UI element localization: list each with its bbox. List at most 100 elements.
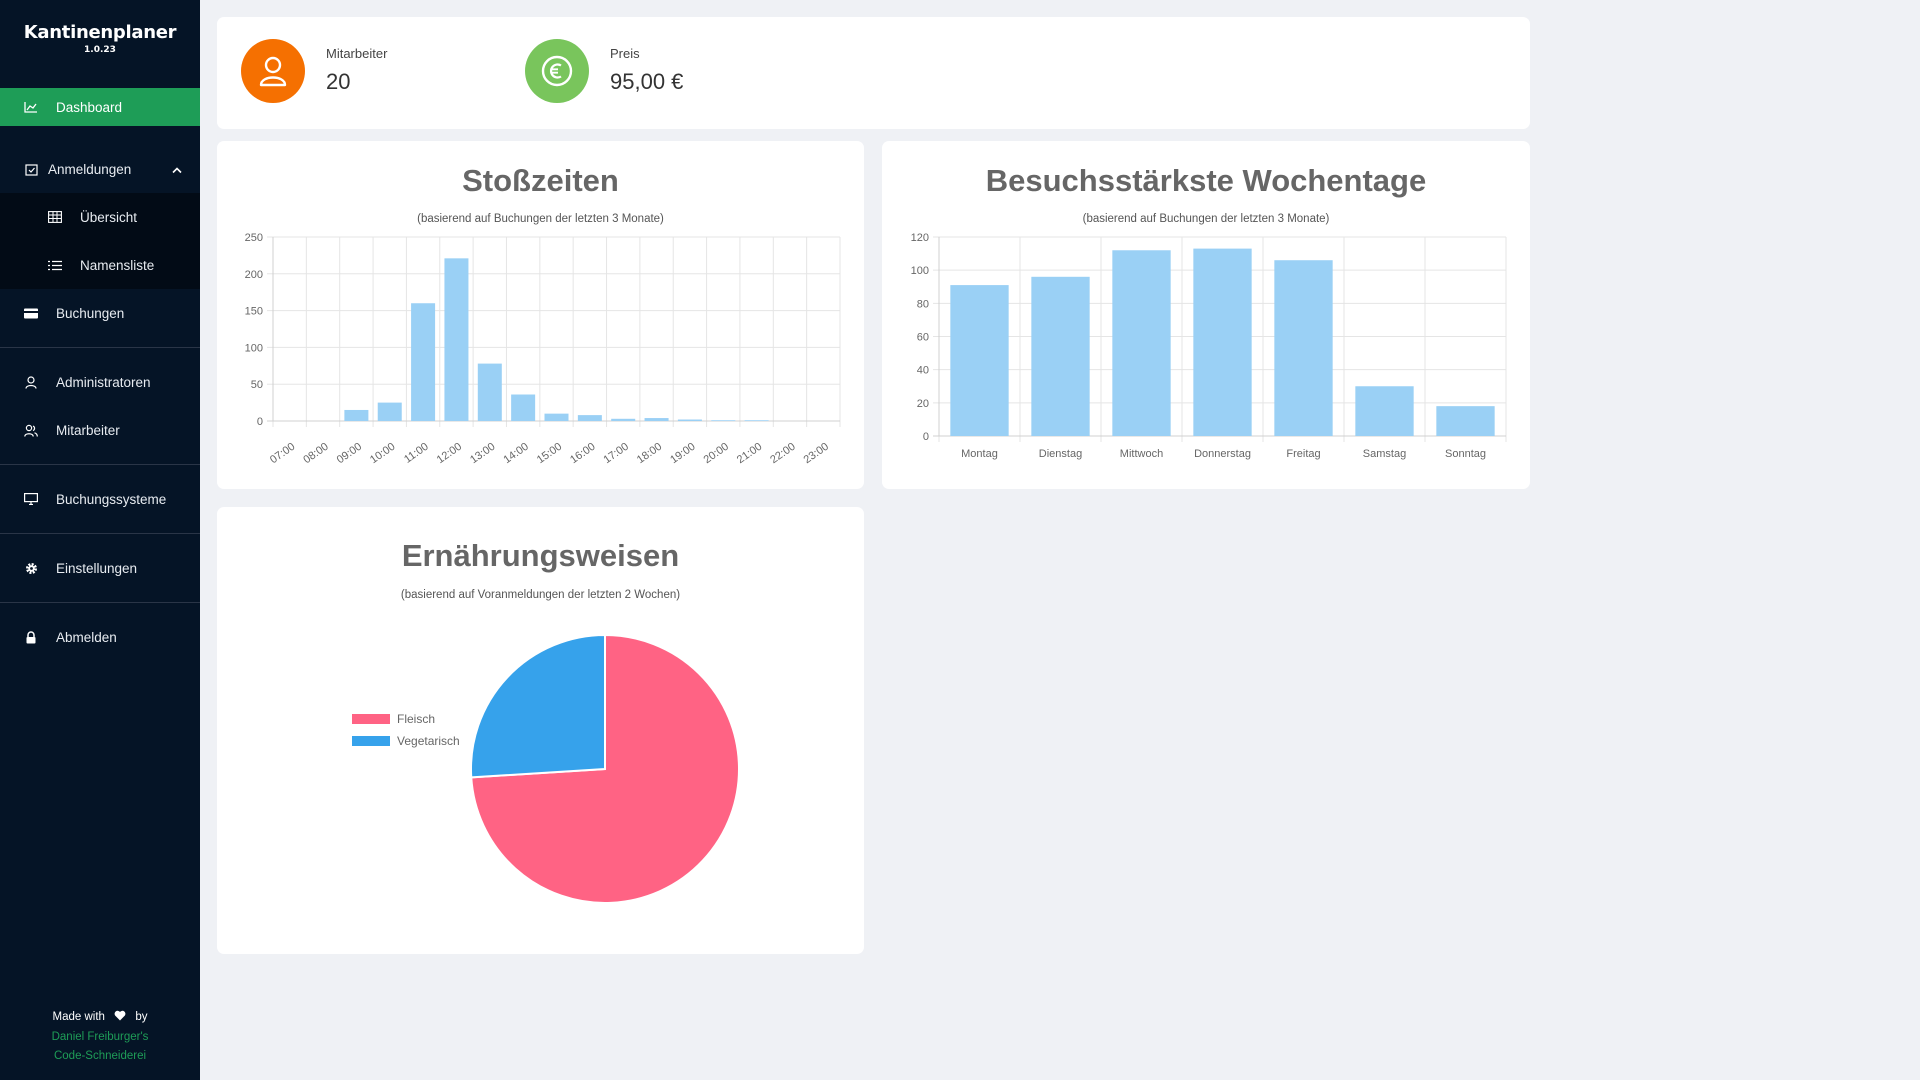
app-title: Kantinenplaner bbox=[23, 22, 177, 43]
sidebar-item-dashboard[interactable]: Dashboard bbox=[0, 88, 200, 126]
x-tick-label: Montag bbox=[961, 448, 998, 460]
sidebar-divider bbox=[0, 602, 200, 603]
bar bbox=[1112, 250, 1171, 436]
chart-card-ernaehrung: Ernährungsweisen (basierend auf Voranmel… bbox=[217, 507, 864, 954]
bar bbox=[377, 402, 402, 421]
made-with-line: Made with by bbox=[0, 1008, 200, 1028]
sidebar-divider bbox=[0, 464, 200, 465]
sidebar-item-label: Einstellungen bbox=[56, 560, 138, 576]
bar bbox=[411, 303, 436, 421]
stats-card: Mitarbeiter 20 Preis 95,00 € bbox=[217, 17, 1530, 129]
y-tick-label: 100 bbox=[245, 342, 263, 354]
x-tick-label: 19:00 bbox=[668, 441, 697, 467]
sidebar-item-administratoren[interactable]: Administratoren bbox=[0, 358, 200, 406]
sidebar-divider bbox=[0, 347, 200, 348]
bar bbox=[950, 285, 1009, 436]
sidebar-item-label: Namensliste bbox=[80, 257, 155, 273]
sidebar-item-mitarbeiter[interactable]: Mitarbeiter bbox=[0, 406, 200, 454]
legend-label: Fleisch bbox=[397, 712, 435, 726]
stat-preis: Preis 95,00 € bbox=[525, 39, 683, 103]
sidebar-item-namensliste[interactable]: Namensliste bbox=[0, 241, 200, 289]
calendar-check-icon bbox=[24, 162, 38, 176]
sidebar-divider bbox=[0, 533, 200, 534]
y-tick-label: 80 bbox=[917, 298, 929, 310]
user-icon bbox=[24, 375, 38, 389]
bar bbox=[711, 420, 736, 421]
y-tick-label: 150 bbox=[245, 306, 263, 318]
bar-chart-wochentage: 0 20 40 60 80 100 120 Montag Dienstag Mittwoch Don… bbox=[911, 232, 1507, 460]
y-tick-label: 40 bbox=[917, 365, 929, 377]
y-tick-label: 50 bbox=[251, 379, 263, 391]
sidebar-item-label: Buchungen bbox=[56, 305, 125, 321]
y-tick-label: 0 bbox=[257, 416, 263, 428]
chart-subtitle: (basierend auf Buchungen der letzten 3 M… bbox=[1082, 213, 1330, 225]
app-version: 1.0.23 bbox=[84, 45, 116, 55]
sidebar-item-abmelden[interactable]: Abmelden bbox=[0, 613, 200, 661]
bar bbox=[344, 409, 369, 421]
sidebar-item-uebersicht[interactable]: Übersicht bbox=[0, 193, 200, 241]
x-tick-label: Freitag bbox=[1286, 448, 1320, 460]
stat-value: 95,00 € bbox=[610, 69, 684, 94]
x-tick-label: 17:00 bbox=[601, 441, 630, 467]
company-link[interactable]: Code-Schneiderei bbox=[53, 1050, 147, 1062]
x-tick-label: 09:00 bbox=[335, 441, 364, 467]
x-tick-label: 14:00 bbox=[501, 441, 530, 467]
user-icon bbox=[241, 39, 305, 103]
chart-title: Besuchsstärkste Wochentage bbox=[985, 163, 1427, 198]
made-with-credit: Made with by Daniel Freiburger's Code-Sc… bbox=[0, 1008, 200, 1066]
bar bbox=[577, 415, 602, 421]
legend-swatch bbox=[352, 736, 390, 746]
x-tick-label: 16:00 bbox=[568, 441, 597, 467]
bar bbox=[644, 418, 669, 421]
sidebar-item-label: Anmeldungen bbox=[48, 161, 132, 177]
gear-icon bbox=[24, 561, 38, 575]
bar bbox=[544, 413, 569, 421]
sidebar-item-label: Übersicht bbox=[80, 209, 138, 225]
chart-card-wochentage: Besuchsstärkste Wochentage (basierend au… bbox=[882, 141, 1530, 489]
bar bbox=[611, 418, 636, 421]
x-tick-label: 18:00 bbox=[635, 441, 664, 467]
monitor-icon bbox=[24, 492, 38, 506]
sidebar-divider bbox=[0, 135, 200, 136]
sidebar-item-buchungssysteme[interactable]: Buchungssysteme bbox=[0, 475, 200, 523]
sidebar-item-label: Buchungssysteme bbox=[56, 491, 167, 507]
heart-icon bbox=[114, 1009, 126, 1028]
bar-chart-stosszeiten: 0 50 100 150 200 250 07:00 08:00 09:00 10:00 11:00… bbox=[245, 232, 841, 467]
bar bbox=[1274, 260, 1333, 436]
x-tick-label: Mittwoch bbox=[1120, 448, 1163, 460]
chart-subtitle: (basierend auf Voranmeldungen der letzte… bbox=[400, 589, 681, 601]
pie-chart-ernaehrung: Fleisch Vegetarisch bbox=[352, 633, 740, 904]
x-tick-label: 22:00 bbox=[768, 441, 797, 467]
x-tick-label: 07:00 bbox=[268, 441, 297, 467]
sidebar-item-einstellungen[interactable]: Einstellungen bbox=[0, 544, 200, 592]
x-tick-label: 21:00 bbox=[735, 441, 764, 467]
author-link[interactable]: Daniel Freiburger's bbox=[51, 1031, 149, 1043]
sidebar: Kantinenplaner 1.0.23 Dashboard Anmeldun… bbox=[0, 0, 200, 1080]
stat-label: Mitarbeiter bbox=[326, 46, 388, 61]
bar bbox=[1031, 276, 1090, 436]
x-tick-label: Sonntag bbox=[1445, 448, 1486, 460]
sidebar-item-label: Administratoren bbox=[56, 374, 151, 390]
y-tick-label: 0 bbox=[923, 431, 929, 443]
sidebar-item-anmeldungen[interactable]: Anmeldungen bbox=[0, 145, 200, 193]
y-tick-label: 120 bbox=[911, 232, 929, 244]
x-tick-label: 23:00 bbox=[802, 441, 831, 467]
x-tick-label: 10:00 bbox=[368, 441, 397, 467]
stat-value: 20 bbox=[326, 69, 351, 94]
sidebar-item-buchungen[interactable]: Buchungen bbox=[0, 289, 200, 337]
chart-subtitle: (basierend auf Buchungen der letzten 3 M… bbox=[417, 213, 664, 225]
chart-card-stosszeiten: Stoßzeiten (basierend auf Buchungen der … bbox=[217, 141, 864, 489]
chart-line-icon bbox=[24, 100, 38, 114]
x-tick-label: Dienstag bbox=[1039, 448, 1082, 460]
x-tick-label: Donnerstag bbox=[1194, 448, 1251, 460]
bar bbox=[511, 394, 536, 421]
sidebar-item-label: Mitarbeiter bbox=[56, 422, 120, 438]
stat-mitarbeiter: Mitarbeiter 20 bbox=[241, 39, 387, 103]
brand: Kantinenplaner 1.0.23 bbox=[0, 0, 200, 88]
x-tick-label: 15:00 bbox=[535, 441, 564, 467]
sidebar-item-label: Dashboard bbox=[56, 99, 123, 115]
x-tick-label: 11:00 bbox=[402, 441, 431, 466]
bar bbox=[1193, 248, 1252, 436]
legend-label: Vegetarisch bbox=[397, 734, 460, 748]
bar bbox=[444, 258, 469, 421]
